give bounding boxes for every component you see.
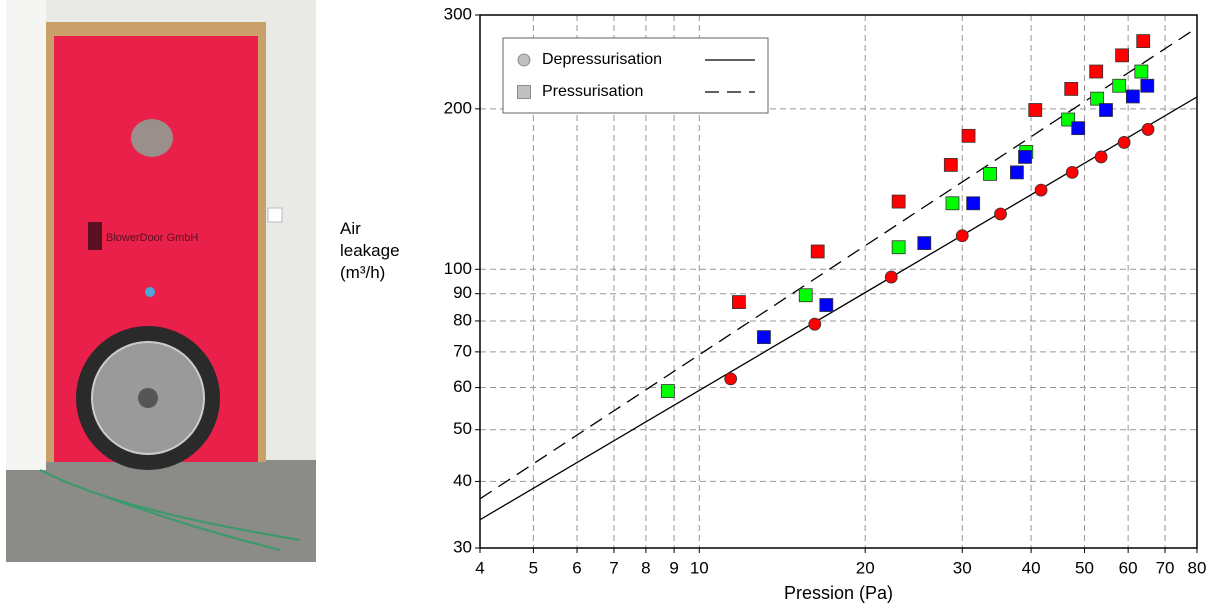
x-tick-label: 40 xyxy=(1022,558,1041,577)
data-point xyxy=(810,244,825,259)
data-point xyxy=(1134,64,1149,79)
data-point xyxy=(757,330,771,345)
door-leaf xyxy=(6,0,46,470)
data-point xyxy=(660,384,675,398)
x-tick-label: 4 xyxy=(475,558,484,577)
data-point xyxy=(732,295,746,309)
photo: BlowerDoor GmbH xyxy=(6,0,316,562)
data-point xyxy=(1028,103,1043,117)
data-point xyxy=(1010,165,1024,180)
data-point xyxy=(917,236,932,250)
x-tick-label: 70 xyxy=(1156,558,1175,577)
y-tick-label: 60 xyxy=(453,377,472,396)
legend-box xyxy=(502,37,769,114)
data-point xyxy=(1090,91,1104,106)
y-tick-label: 30 xyxy=(453,537,472,556)
x-tick-label: 10 xyxy=(690,558,709,577)
data-point xyxy=(966,196,981,211)
fit-line xyxy=(480,27,1197,500)
data-point xyxy=(884,270,898,284)
legend-label: Pressurisation xyxy=(542,83,643,100)
y-tick-label: 300 xyxy=(444,4,472,23)
data-point xyxy=(1136,34,1151,49)
y-tick-label: 40 xyxy=(453,471,472,490)
switch xyxy=(267,207,283,223)
x-tick-label: 7 xyxy=(609,558,618,577)
legend-marker xyxy=(517,85,531,99)
data-point xyxy=(1117,136,1131,149)
data-point xyxy=(955,229,969,243)
data-point xyxy=(943,157,958,172)
y-tick-label: 80 xyxy=(453,310,472,329)
data-point xyxy=(891,194,906,209)
legend-label: Depressurisation xyxy=(542,51,662,68)
data-point xyxy=(961,128,976,143)
data-point xyxy=(724,372,738,386)
x-tick-label: 6 xyxy=(572,558,581,577)
data-point xyxy=(1064,82,1079,96)
data-point xyxy=(994,207,1007,221)
fit-line xyxy=(480,96,1197,521)
x-tick-label: 9 xyxy=(669,558,678,577)
hoses xyxy=(39,469,301,551)
x-tick-label: 20 xyxy=(856,558,875,577)
data-point xyxy=(1089,64,1104,79)
legend-marker xyxy=(517,53,531,67)
brand-text: BlowerDoor GmbH xyxy=(106,232,198,244)
data-point xyxy=(1018,150,1032,164)
y-tick-label: 50 xyxy=(453,419,472,438)
data-point xyxy=(1140,78,1155,93)
sensor xyxy=(145,287,155,297)
data-point xyxy=(1071,121,1086,136)
data-point xyxy=(808,317,822,331)
fan-hub xyxy=(138,388,158,408)
plot-frame xyxy=(479,14,1198,549)
data-point xyxy=(945,196,960,211)
x-tick-label: 30 xyxy=(953,558,972,577)
x-tick-label: 5 xyxy=(529,558,538,577)
data-point xyxy=(819,298,834,312)
data-point xyxy=(1125,89,1140,104)
data-point xyxy=(1099,103,1113,117)
data-point xyxy=(1034,183,1048,197)
y-axis-label: Air leakage (m³/h) xyxy=(340,219,400,282)
x-tick-label: 8 xyxy=(641,558,650,577)
x-tick-label: 80 xyxy=(1188,558,1207,577)
data-point xyxy=(1065,165,1079,179)
x-tick-label: 60 xyxy=(1119,558,1138,577)
y-tick-label: 90 xyxy=(453,283,472,302)
data-point xyxy=(1094,150,1108,164)
data-point xyxy=(983,167,997,181)
data-point xyxy=(1141,123,1155,136)
y-tick-label: 100 xyxy=(444,259,472,278)
data-point xyxy=(798,288,813,303)
data-point xyxy=(891,240,906,255)
data-point xyxy=(1112,78,1127,93)
x-axis-label: Pression (Pa) xyxy=(784,583,893,603)
window-hole xyxy=(131,119,173,157)
logo xyxy=(88,222,102,250)
data-point xyxy=(1115,48,1129,63)
y-tick-label: 200 xyxy=(444,98,472,117)
y-tick-label: 70 xyxy=(453,341,472,360)
x-tick-label: 50 xyxy=(1075,558,1094,577)
